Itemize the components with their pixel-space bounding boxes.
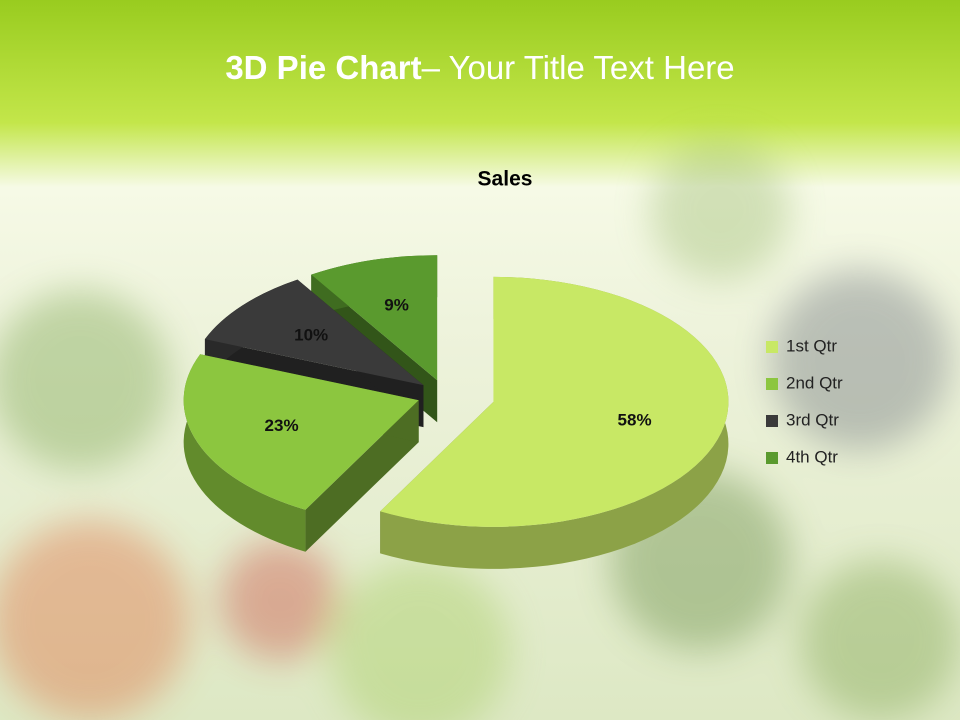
legend-label: 4th Qtr <box>786 447 838 466</box>
slice-wall <box>305 400 419 552</box>
title-rest: – Your Title Text Here <box>422 49 735 86</box>
slice <box>183 354 419 510</box>
legend-label: 3rd Qtr <box>786 410 839 429</box>
legend-label: 2nd Qtr <box>786 373 843 392</box>
chart-title: Sales <box>478 168 533 191</box>
slice-side <box>183 354 306 552</box>
data-label: 58% <box>618 411 652 430</box>
slice-side <box>380 276 729 569</box>
legend-swatch <box>766 378 778 390</box>
legend-label: 1st Qtr <box>786 336 837 355</box>
data-label: 23% <box>265 416 299 435</box>
background-image <box>0 140 960 720</box>
legend-swatch <box>766 415 778 427</box>
legend: 1st Qtr 2nd Qtr 3rd Qtr 4th Qtr <box>766 336 843 466</box>
slice <box>311 255 438 381</box>
title-bold: 3D Pie Chart <box>225 49 421 86</box>
slice <box>380 276 729 527</box>
slide-title: 3D Pie Chart– Your Title Text Here <box>225 49 734 86</box>
data-label: 10% <box>294 325 328 344</box>
data-label: 9% <box>384 295 409 314</box>
legend-swatch <box>766 341 778 353</box>
slice <box>204 279 424 386</box>
pie: 58% 23% 10% 9% <box>183 255 729 569</box>
legend-swatch <box>766 452 778 464</box>
